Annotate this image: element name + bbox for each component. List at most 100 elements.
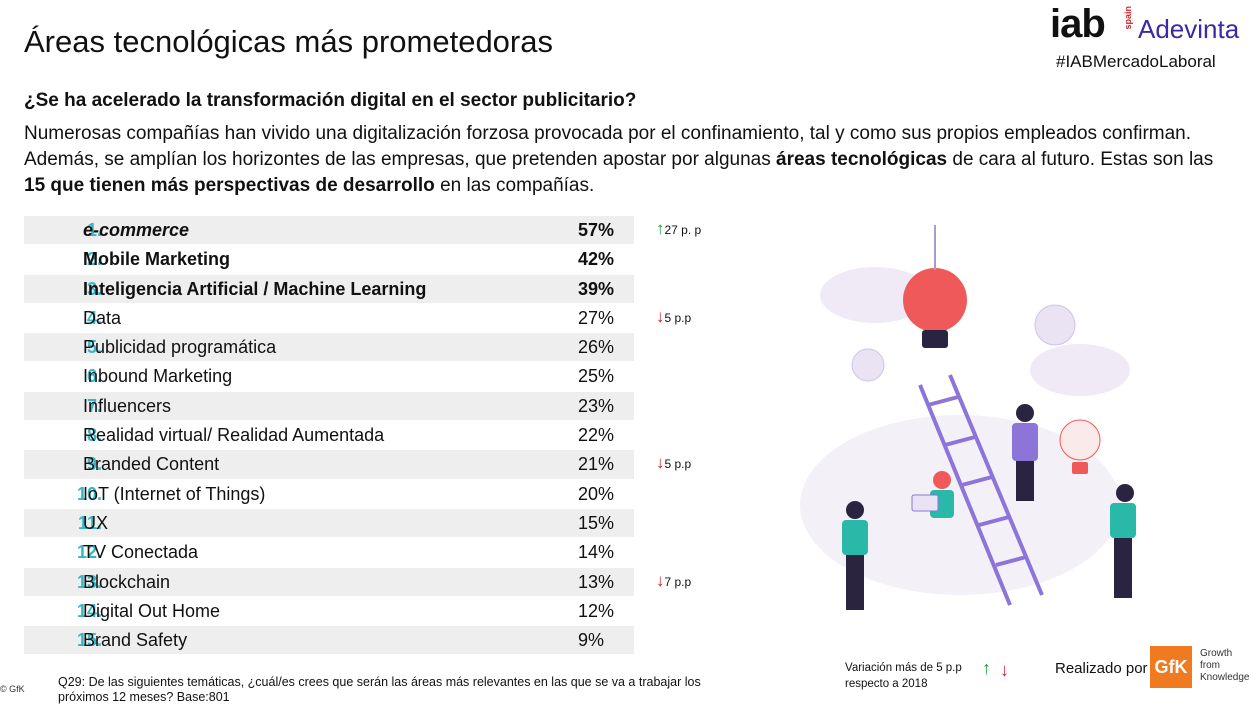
legend-line-2: respecto a 2018 (845, 678, 928, 690)
rank-number: 10. (76, 483, 102, 504)
footnote: Q29: De las siguientes temáticas, ¿cuál/… (58, 675, 701, 704)
gfk-logo: GfK (1150, 646, 1192, 688)
rank-percent: 26% (578, 337, 615, 358)
intro-bold-1: áreas tecnológicas (776, 149, 948, 170)
table-row: 9. Branded Content 21% ↓5 p.p (24, 450, 691, 480)
arrow-down-icon: ↓ (656, 306, 665, 326)
gfk-tagline-1: Growth (1200, 648, 1233, 659)
rank-number: 6. (86, 366, 102, 387)
variation-note: ↑27 p. p (656, 219, 701, 239)
arrow-up-icon: ↑ (656, 219, 665, 238)
rank-number: 12. (76, 542, 102, 563)
rank-number: 13. (76, 571, 102, 592)
adevinta-logo: Adevinta (1138, 14, 1240, 44)
variation-note: ↓5 p.p (656, 453, 691, 473)
table-row: 14. Digital Out Home 12% (24, 597, 634, 627)
variation-note: ↓5 p.p (656, 307, 691, 327)
rank-label: Digital Out Home (83, 600, 221, 621)
rank-label: Data (83, 307, 122, 328)
realizado-por-label: Realizado por (1055, 660, 1148, 677)
arrow-down-icon: ↓ (1000, 660, 1009, 680)
page-title: Áreas tecnológicas más prometedoras (24, 24, 553, 59)
variation-note: ↓7 p.p (656, 571, 691, 591)
rank-label: Brand Safety (83, 630, 188, 651)
rank-label: Blockchain (83, 571, 171, 592)
rank-label: Inteligencia Artificial / Machine Learni… (83, 278, 427, 299)
rank-label: Realidad virtual/ Realidad Aumentada (83, 425, 385, 446)
arrow-down-icon: ↓ (656, 453, 665, 473)
rank-percent: 57% (578, 220, 615, 240)
variation-text: 5 p.p (664, 310, 692, 325)
hashtag: #IABMercadoLaboral (1056, 52, 1216, 71)
rank-number: 14. (76, 600, 102, 621)
variation-text: 5 p.p (664, 457, 692, 472)
gfk-tagline: Growth from Knowledge (1200, 648, 1249, 684)
rank-percent: 9% (578, 630, 605, 651)
rank-label: Branded Content (83, 454, 220, 475)
gfk-tagline-3: Knowledge (1200, 672, 1250, 683)
intro-bold-2: 15 que tienen más perspectivas de desarr… (24, 175, 435, 196)
rank-number: 2. (86, 249, 102, 270)
intro-text-2: de cara al futuro. Estas son las (947, 149, 1214, 170)
rank-percent: 14% (578, 542, 615, 563)
rank-percent: 13% (578, 571, 615, 592)
rank-number: 7. (86, 395, 102, 416)
question-heading: ¿Se ha acelerado la transformación digit… (24, 90, 637, 111)
rank-percent: 15% (578, 512, 615, 533)
table-row: 2. Mobile Marketing 42% (24, 245, 634, 275)
rank-label: e-commerce (83, 220, 190, 240)
rank-label: Mobile Marketing (83, 249, 231, 270)
iab-spain-label: spain (1123, 6, 1133, 30)
arrow-up-icon: ↑ (982, 658, 991, 678)
rank-percent: 23% (578, 395, 615, 416)
rank-percent: 22% (578, 425, 615, 446)
rank-label: IoT (Internet of Things) (83, 483, 266, 504)
rank-label: Publicidad programática (83, 337, 277, 358)
rank-percent: 12% (578, 600, 615, 621)
rank-percent: 21% (578, 454, 615, 475)
rank-percent: 20% (578, 483, 615, 504)
rank-number: 15. (76, 630, 102, 651)
intro-text-3: en las compañías. (434, 175, 595, 196)
table-row: 6. Inbound Marketing 25% (24, 362, 634, 392)
rank-label: Influencers (83, 395, 172, 416)
variation-text: 7 p.p (664, 574, 692, 589)
table-row: 8. Realidad virtual/ Realidad Aumentada 22… (24, 421, 634, 451)
intro-paragraph: Numerosas compañías han vivido una digit… (24, 121, 1229, 199)
table-row: 5. Publicidad programática 26% (24, 333, 634, 363)
table-row: 15. Brand Safety 9% (24, 626, 634, 656)
rank-label: UX (83, 512, 109, 533)
rank-number: 5. (86, 337, 102, 358)
table-row: 10. IoT (Internet of Things) 20% (24, 480, 634, 509)
rank-number: 1. (86, 220, 102, 240)
rank-percent: 39% (578, 278, 615, 299)
arrow-down-icon: ↓ (656, 570, 665, 590)
table-row: 12. TV Conectada 14% (24, 538, 634, 568)
rank-label: TV Conectada (83, 542, 199, 563)
iab-logo: iab (1050, 2, 1106, 46)
table-row: 4. Data 27% ↓5 p.p (24, 304, 691, 334)
gfk-copyright: © GfK (0, 684, 25, 694)
rank-number: 11. (77, 512, 102, 533)
variation-text: 27 p. p (664, 223, 702, 237)
rank-number: 9. (86, 454, 102, 475)
rank-number: 4. (86, 307, 102, 328)
gfk-tagline-2: from (1200, 660, 1220, 671)
rank-number: 8. (86, 425, 102, 446)
variation-legend: Variación más de 5 p.p respecto a 2018 (845, 660, 962, 692)
table-row: 3. Inteligencia Artificial / Machine Lear… (24, 274, 634, 304)
technology-illustration (780, 225, 1140, 630)
rank-percent: 25% (578, 366, 615, 387)
table-row: 11. UX 15% (24, 508, 634, 539)
rank-percent: 42% (578, 249, 615, 270)
team-ladder-bulbs-illustration (800, 225, 1136, 610)
legend-line-1: Variación más de 5 p.p (845, 662, 962, 674)
table-row: 13. Blockchain 13% ↓7 p.p (24, 567, 691, 597)
rank-percent: 27% (578, 307, 615, 328)
table-row: 7. Influencers 23% (24, 391, 634, 422)
intro-text-1: Numerosas compañías han vivido una digit… (24, 123, 1192, 170)
rank-label: Inbound Marketing (83, 366, 233, 387)
table-row: 1. e-commerce 57% ↑27 p. p (24, 216, 701, 246)
rank-number: 3. (86, 278, 102, 299)
ranking-table: 1. e-commerce 57% ↑27 p. p 2. Mobile Marketin… (24, 216, 701, 656)
